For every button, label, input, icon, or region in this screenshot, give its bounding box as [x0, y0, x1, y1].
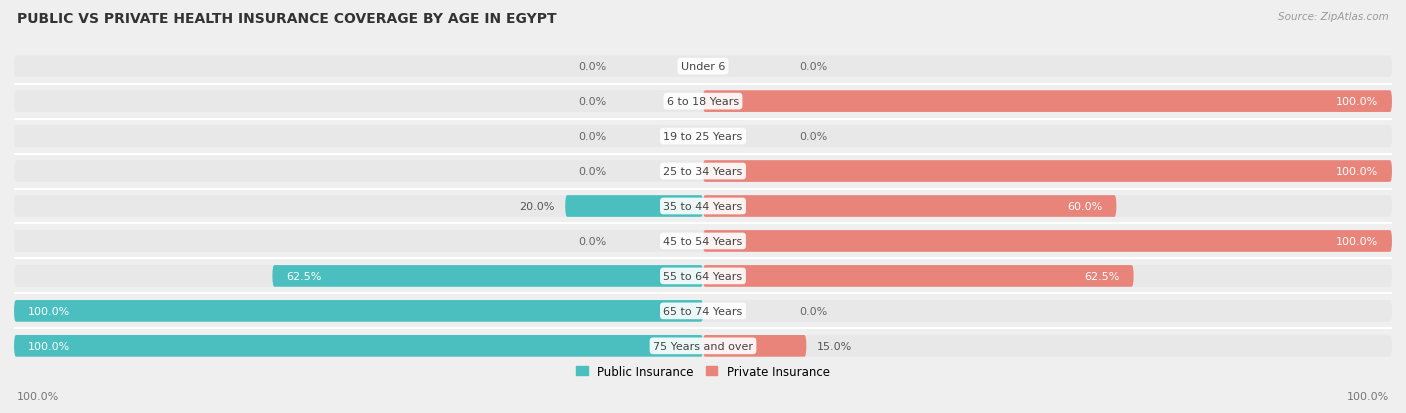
Text: 6 to 18 Years: 6 to 18 Years: [666, 97, 740, 107]
FancyBboxPatch shape: [14, 91, 1392, 113]
Legend: Public Insurance, Private Insurance: Public Insurance, Private Insurance: [571, 360, 835, 383]
FancyBboxPatch shape: [14, 126, 1392, 147]
FancyBboxPatch shape: [14, 161, 1392, 183]
Text: 0.0%: 0.0%: [800, 62, 828, 72]
FancyBboxPatch shape: [703, 335, 807, 357]
Text: 0.0%: 0.0%: [800, 306, 828, 316]
Text: Source: ZipAtlas.com: Source: ZipAtlas.com: [1278, 12, 1389, 22]
Text: 65 to 74 Years: 65 to 74 Years: [664, 306, 742, 316]
Text: 0.0%: 0.0%: [800, 132, 828, 142]
Text: 0.0%: 0.0%: [578, 132, 606, 142]
FancyBboxPatch shape: [703, 196, 1116, 217]
FancyBboxPatch shape: [703, 230, 1392, 252]
Text: 19 to 25 Years: 19 to 25 Years: [664, 132, 742, 142]
Text: Under 6: Under 6: [681, 62, 725, 72]
Text: 100.0%: 100.0%: [17, 391, 59, 401]
Text: 100.0%: 100.0%: [28, 341, 70, 351]
Text: 100.0%: 100.0%: [1336, 97, 1378, 107]
FancyBboxPatch shape: [14, 230, 1392, 252]
Text: 0.0%: 0.0%: [578, 236, 606, 247]
FancyBboxPatch shape: [273, 266, 703, 287]
Text: 62.5%: 62.5%: [1084, 271, 1119, 281]
Text: 75 Years and over: 75 Years and over: [652, 341, 754, 351]
FancyBboxPatch shape: [565, 196, 703, 217]
FancyBboxPatch shape: [14, 196, 1392, 217]
FancyBboxPatch shape: [14, 300, 1392, 322]
Text: 55 to 64 Years: 55 to 64 Years: [664, 271, 742, 281]
Text: 15.0%: 15.0%: [817, 341, 852, 351]
FancyBboxPatch shape: [703, 91, 1392, 113]
Text: 0.0%: 0.0%: [578, 166, 606, 177]
Text: 45 to 54 Years: 45 to 54 Years: [664, 236, 742, 247]
FancyBboxPatch shape: [14, 56, 1392, 78]
Text: 20.0%: 20.0%: [519, 202, 555, 211]
Text: 25 to 34 Years: 25 to 34 Years: [664, 166, 742, 177]
FancyBboxPatch shape: [14, 335, 703, 357]
Text: 100.0%: 100.0%: [1336, 166, 1378, 177]
Text: 100.0%: 100.0%: [1347, 391, 1389, 401]
Text: PUBLIC VS PRIVATE HEALTH INSURANCE COVERAGE BY AGE IN EGYPT: PUBLIC VS PRIVATE HEALTH INSURANCE COVER…: [17, 12, 557, 26]
Text: 35 to 44 Years: 35 to 44 Years: [664, 202, 742, 211]
Text: 60.0%: 60.0%: [1067, 202, 1102, 211]
Text: 0.0%: 0.0%: [578, 97, 606, 107]
Text: 62.5%: 62.5%: [287, 271, 322, 281]
FancyBboxPatch shape: [14, 300, 703, 322]
Text: 100.0%: 100.0%: [28, 306, 70, 316]
Text: 0.0%: 0.0%: [578, 62, 606, 72]
FancyBboxPatch shape: [703, 266, 1133, 287]
Text: 100.0%: 100.0%: [1336, 236, 1378, 247]
FancyBboxPatch shape: [14, 335, 1392, 357]
FancyBboxPatch shape: [14, 266, 1392, 287]
FancyBboxPatch shape: [703, 161, 1392, 183]
